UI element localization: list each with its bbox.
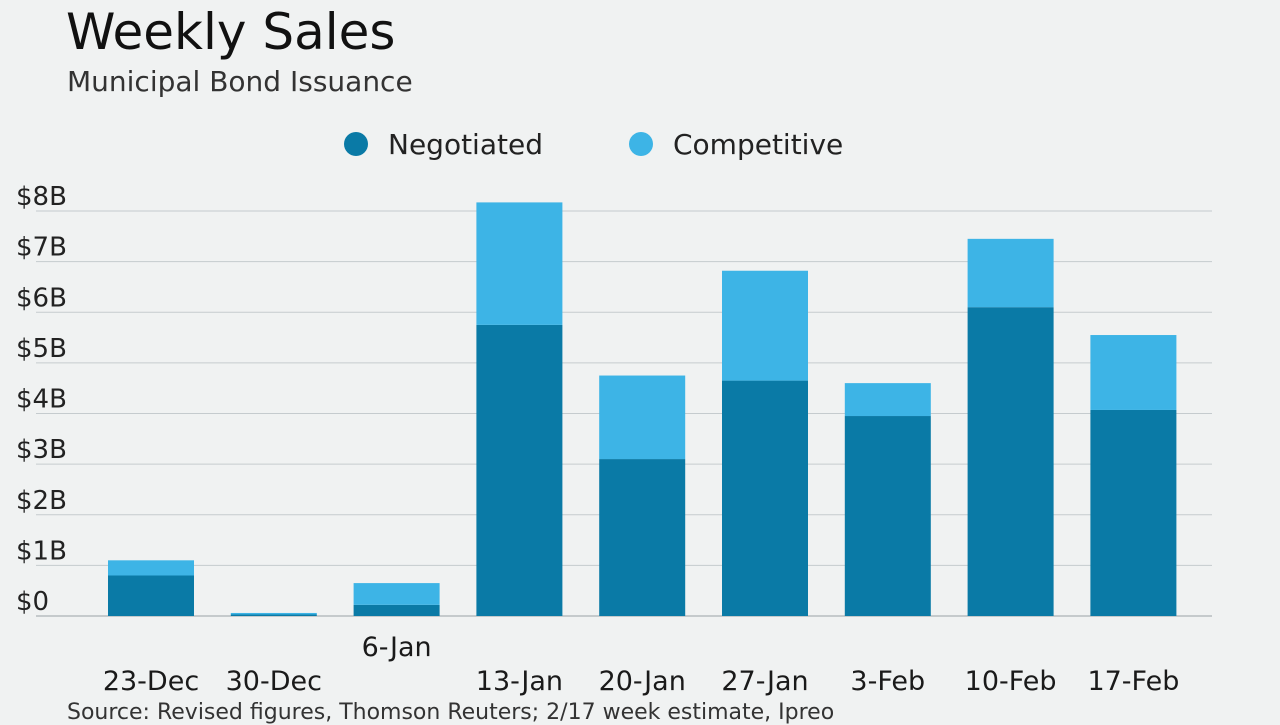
x-tick-label: 27-Jan	[721, 666, 808, 697]
legend-label-negotiated: Negotiated	[388, 127, 543, 161]
bar-competitive-3-feb	[844, 383, 931, 417]
legend-swatch-competitive	[628, 132, 653, 156]
x-tick-label: 17-Feb	[1087, 666, 1179, 697]
bar-negotiated-3-feb	[844, 416, 931, 616]
chart-legend: Negotiated Competitive	[344, 124, 929, 164]
bar-negotiated-27-jan	[722, 380, 808, 616]
y-tick-label: $2B	[16, 486, 67, 516]
y-tick-label: $1B	[16, 536, 67, 566]
legend-label-competitive: Competitive	[672, 127, 844, 161]
y-tick-label: $4B	[16, 385, 67, 415]
y-tick-label: $7B	[16, 233, 67, 263]
x-tick-label: 6-Jan	[362, 632, 432, 663]
chart-title: Weekly Sales	[66, 3, 396, 61]
bar-competitive-10-feb	[967, 238, 1054, 308]
bar-negotiated-17-feb	[1090, 409, 1177, 616]
x-tick-label: 13-Jan	[476, 666, 563, 697]
x-tick-label: 30-Dec	[226, 666, 322, 697]
bar-negotiated-13-jan	[476, 324, 563, 616]
bar-competitive-30-dec	[230, 612, 317, 615]
legend-item-competitive: Competitive	[628, 127, 844, 161]
bar-negotiated-30-dec	[230, 614, 317, 616]
x-tick-label: 23-Dec	[103, 666, 199, 697]
legend-item-negotiated: Negotiated	[344, 128, 543, 161]
bar-competitive-23-dec	[108, 560, 194, 576]
bar-competitive-17-feb	[1090, 335, 1177, 410]
chart-subtitle: Municipal Bond Issuance	[67, 65, 413, 98]
bar-competitive-20-jan	[599, 375, 686, 460]
bar-negotiated-10-feb	[967, 307, 1054, 616]
bar-negotiated-20-jan	[599, 459, 686, 616]
y-tick-label: $8B	[16, 182, 67, 212]
bar-competitive-27-jan	[722, 270, 808, 381]
legend-swatch-negotiated	[344, 132, 368, 156]
bar-chart: $0 $1B $2B $3B $4B $5B $6B $7B $8B 23-Dec 30-Dec 6-…	[16, 182, 1212, 697]
y-tick-label: $6B	[16, 283, 67, 313]
y-tick-label: $3B	[16, 435, 67, 465]
source-note: Source: Revised figures, Thomson Reuters…	[67, 700, 835, 725]
bar-competitive-6-jan	[353, 583, 440, 605]
bar-negotiated-23-dec	[108, 575, 194, 616]
y-tick-label: $0	[16, 587, 49, 617]
bar-competitive-13-jan	[476, 202, 563, 325]
y-tick-label: $5B	[16, 334, 67, 364]
bar-negotiated-6-jan	[353, 604, 440, 616]
x-tick-label: 10-Feb	[965, 666, 1057, 697]
x-tick-label: 20-Jan	[599, 666, 686, 697]
x-tick-label: 3-Feb	[850, 666, 925, 697]
